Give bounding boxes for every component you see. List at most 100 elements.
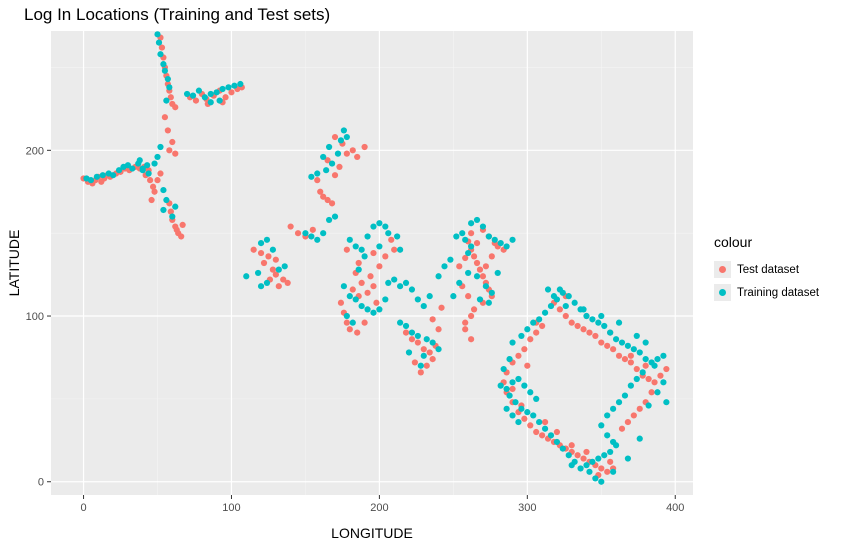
data-point [598,339,605,346]
data-point [468,243,475,250]
data-point [370,283,377,290]
data-point [459,230,466,237]
data-point [527,336,534,343]
data-point [136,157,143,164]
data-point [610,405,617,412]
legend-item-training: Training dataset [714,281,819,304]
data-point [530,412,537,419]
data-point [426,293,433,300]
data-point [462,236,469,243]
data-point [624,455,632,462]
data-point [527,422,534,429]
data-point [503,405,510,412]
legend-label-test: Test dataset [737,263,800,276]
data-point [129,165,136,172]
data-point [524,409,531,416]
data-point [497,382,504,389]
data-point [630,412,637,419]
data-point [164,75,171,83]
data-point [524,362,531,369]
data-point [287,223,294,230]
data-point [358,246,365,253]
data-point [515,418,522,426]
data-point [160,186,167,194]
data-point [533,329,540,336]
data-point [518,405,525,412]
data-point [370,223,377,230]
data-point [651,362,658,369]
data-point [326,216,333,224]
data-point [169,138,176,146]
data-point [479,223,487,230]
data-point [178,233,185,240]
legend-key-training [714,284,731,301]
data-point [663,399,670,406]
data-point [482,263,490,270]
data-point [527,389,534,396]
data-point [438,304,445,311]
data-point [595,319,602,326]
data-point [370,309,377,316]
data-point [553,428,561,436]
data-point [260,259,268,267]
data-point [547,302,555,310]
data-point [607,329,614,336]
data-point [533,395,540,402]
data-point [654,356,661,363]
data-point [158,44,166,51]
data-point [435,273,442,280]
data-point [663,365,670,373]
data-point [615,399,623,406]
data-point [595,455,602,462]
data-point [343,312,350,320]
data-point [172,150,179,157]
data-point [189,92,197,99]
data-point [627,352,634,359]
data-point [598,465,605,472]
data-point [349,319,356,326]
data-point [441,263,448,270]
plot-panel [51,31,693,495]
data-point [618,425,626,432]
data-point [99,172,106,179]
data-point [334,150,342,157]
data-point [541,418,549,426]
data-point [541,309,549,316]
data-point [636,349,643,356]
x-tick-label: 100 [222,502,240,514]
data-point [364,289,371,296]
data-point [633,375,640,383]
data-point [370,249,377,257]
data-point [624,342,632,349]
data-point [110,172,117,179]
data-point [580,326,587,333]
data-point [314,170,321,177]
data-point [411,359,418,366]
data-point [521,346,528,353]
data-point [391,276,398,283]
data-point [524,326,531,333]
data-point [589,458,596,465]
data-point [660,379,667,386]
data-point [308,233,315,240]
data-point [213,89,220,96]
data-point [139,167,146,174]
data-point [157,170,164,177]
data-point [586,468,593,475]
data-point [309,226,316,233]
data-point [630,346,637,353]
legend-item-test: Test dataset [714,258,819,281]
data-point [263,236,271,243]
data-point [328,200,336,207]
minor-gridlines [51,31,693,495]
data-point [420,346,427,353]
data-point [509,339,516,346]
data-point [331,172,339,179]
data-point [494,269,501,277]
data-point [402,279,410,286]
data-point [657,372,664,379]
data-point [195,87,203,94]
axis-ticks [47,149,676,499]
data-point [166,84,173,91]
data-point [450,293,457,300]
